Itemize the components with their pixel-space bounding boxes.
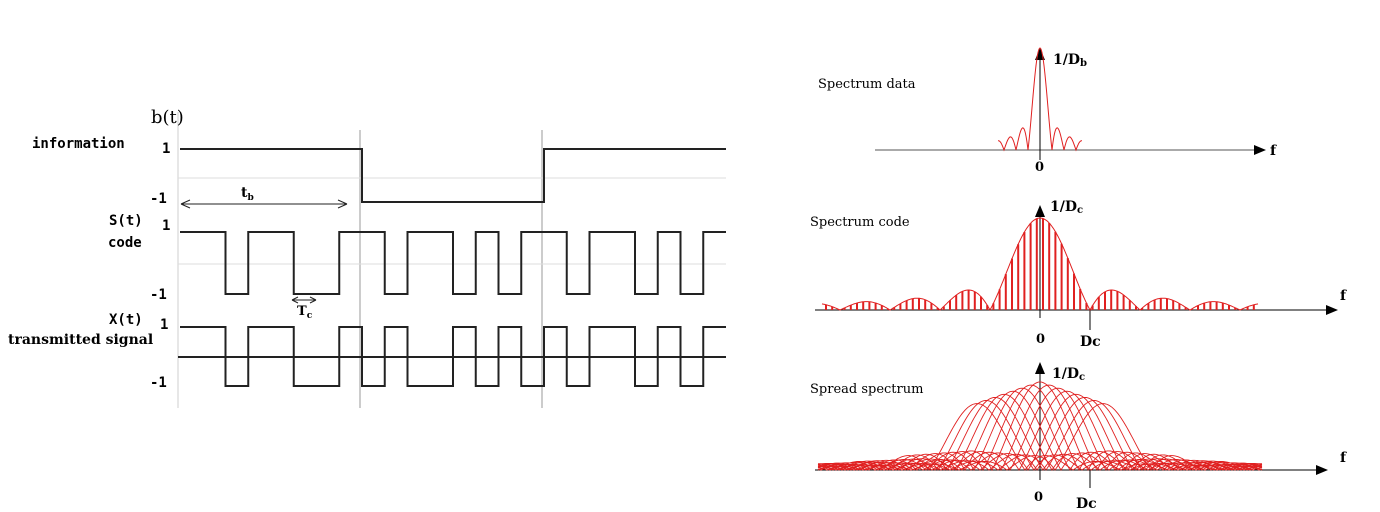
spread-lobe-curve — [817, 403, 1263, 471]
b-level-low: -1 — [150, 191, 167, 207]
s-level-low: -1 — [150, 287, 167, 303]
tb-arrowheads — [180, 199, 348, 209]
tc-arrowheads — [291, 296, 317, 304]
spread-zero-label: 0 — [1034, 490, 1043, 505]
transmitted-waveform — [180, 326, 726, 387]
spectra-panel: Spectrum data 1/Db 0 f Spectrum code 1/D… — [810, 47, 1347, 512]
time-waveforms: b(t) information 1 -1 tb S(t) 1 code -1 … — [8, 107, 726, 408]
spectrum-code-plot: Spectrum code 1/Dc 0 Dc f — [810, 199, 1347, 350]
s-level-high: 1 — [162, 218, 170, 234]
spectrum-code-title: Spectrum code — [810, 215, 910, 230]
code-f-arrowhead — [1326, 305, 1338, 315]
spread-lobe-curve — [817, 381, 1263, 471]
code-dc-label: Dc — [1080, 334, 1101, 350]
spread-f-label: f — [1340, 450, 1347, 466]
s-label: S(t) — [109, 213, 143, 229]
code-zero-label: 0 — [1036, 332, 1045, 347]
spread-dc-label: Dc — [1076, 496, 1097, 512]
spread-peak-label: 1/Dc — [1052, 366, 1085, 383]
spread-lobe-curve — [817, 390, 1263, 471]
data-spectrum-curve — [998, 47, 1082, 152]
information-label: information — [32, 136, 125, 152]
data-f-arrowhead — [1254, 145, 1266, 155]
spread-lobe-curve — [817, 400, 1262, 471]
b-level-high: 1 — [162, 141, 170, 157]
spread-overlapping-lobes — [817, 381, 1263, 471]
spread-spectrum-plot: Spread spectrum 1/Dc 0 Dc f — [810, 362, 1347, 512]
spread-spectrum-title: Spread spectrum — [810, 382, 923, 397]
code-waveform — [180, 231, 726, 295]
data-f-label: f — [1270, 143, 1277, 159]
x-label: X(t) — [109, 312, 143, 328]
spread-peak-arrowhead — [1035, 362, 1045, 374]
transmitted-label: transmitted signal — [8, 332, 153, 348]
spectrum-data-plot: Spectrum data 1/Db 0 f — [818, 47, 1277, 175]
tc-label: Tc — [297, 304, 313, 321]
code-peak-arrowhead — [1035, 205, 1045, 217]
spread-lobe-curve — [817, 396, 1263, 471]
spread-f-arrowhead — [1316, 465, 1328, 475]
information-waveform — [180, 148, 726, 203]
x-level-high: 1 — [160, 317, 168, 333]
code-label: code — [108, 235, 142, 251]
spectrum-data-title: Spectrum data — [818, 77, 916, 92]
tb-label: tb — [241, 185, 254, 203]
data-zero-label: 0 — [1035, 160, 1044, 175]
code-spectral-lines — [825, 218, 1255, 310]
data-peak-label: 1/Db — [1053, 52, 1087, 69]
b-label: b(t) — [151, 107, 184, 128]
code-peak-label: 1/Dc — [1050, 199, 1083, 216]
code-envelope-curve — [821, 217, 1259, 312]
code-f-label: f — [1340, 288, 1347, 304]
x-level-low: -1 — [150, 375, 167, 391]
